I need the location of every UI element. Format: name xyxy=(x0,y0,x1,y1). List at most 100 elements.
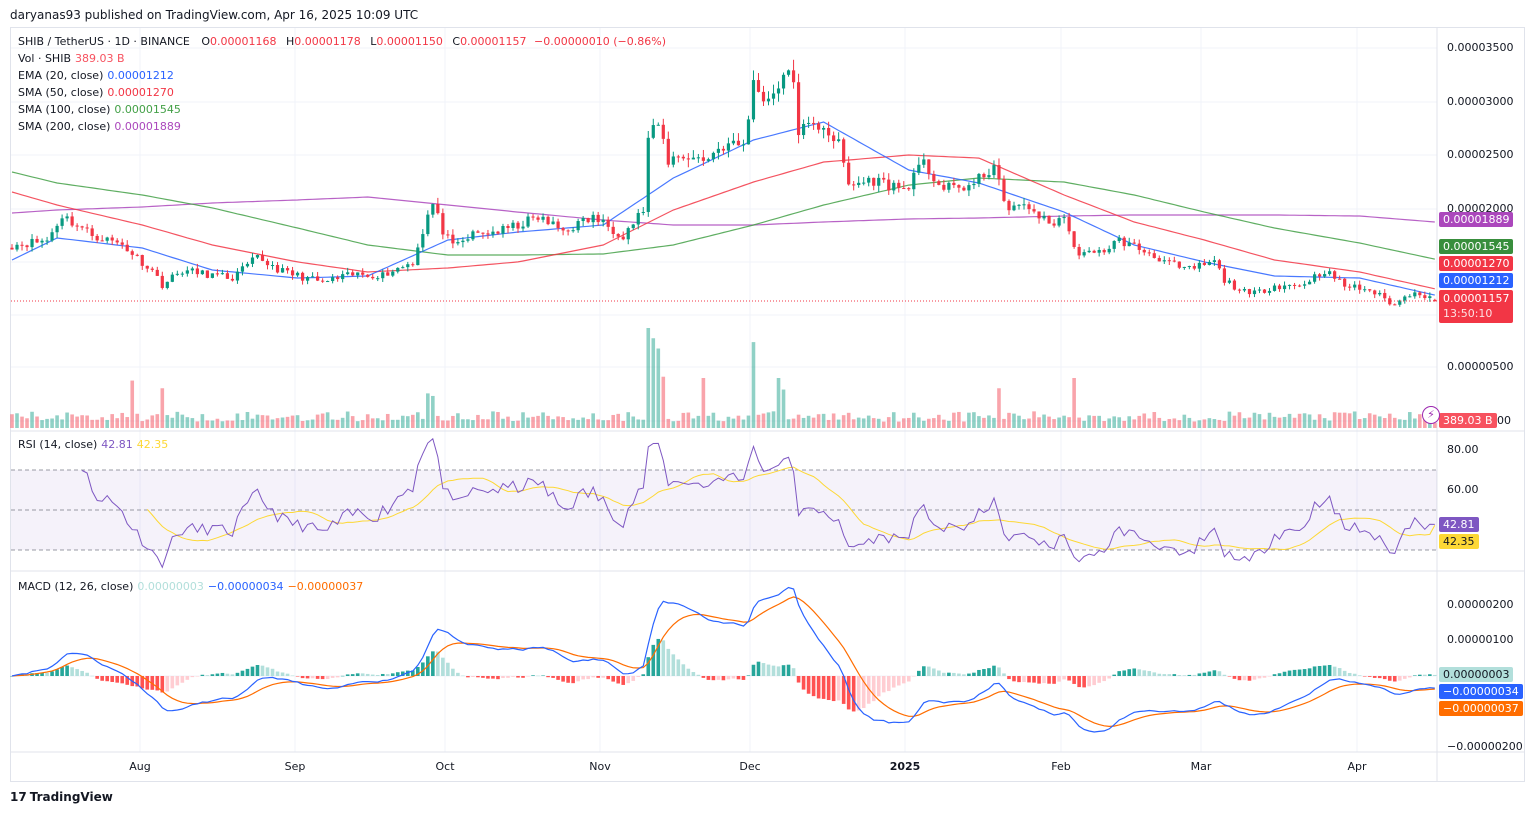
volume-bar xyxy=(10,414,14,428)
macd-histogram-bar xyxy=(626,676,631,684)
volume-bar xyxy=(220,421,225,428)
volume-bar xyxy=(240,420,245,428)
rsi-tick: 80.00 xyxy=(1447,443,1479,456)
macd-histogram-bar xyxy=(1322,665,1327,676)
candle-body xyxy=(85,227,89,229)
candle-body xyxy=(536,217,540,220)
macd-histogram-bar xyxy=(977,669,981,676)
macd-histogram-bar xyxy=(300,676,305,679)
candle-body xyxy=(295,272,300,276)
macd-histogram-bar xyxy=(896,676,901,686)
macd-histogram-bar xyxy=(1387,676,1392,681)
macd-histogram-bar xyxy=(1277,673,1282,676)
sma100-legend[interactable]: SMA (100, close) 0.00001545 xyxy=(18,103,181,116)
macd-histogram-bar xyxy=(1212,670,1217,676)
volume-bar xyxy=(1207,418,1212,428)
candle-body xyxy=(225,273,230,279)
candle-body xyxy=(892,182,896,191)
candle-body xyxy=(822,127,826,130)
sma100-line xyxy=(11,171,1435,260)
macd-histogram-bar xyxy=(786,664,791,676)
candle-body xyxy=(1307,281,1312,285)
volume-bar xyxy=(962,421,966,428)
sma200-legend[interactable]: SMA (200, close) 0.00001889 xyxy=(18,120,181,133)
candle-body xyxy=(235,271,240,281)
volume-bar xyxy=(551,419,555,428)
volume-bar xyxy=(521,412,525,428)
candle-body xyxy=(1157,257,1161,262)
volume-bar xyxy=(431,395,435,428)
macd-histogram-bar xyxy=(932,668,936,676)
candle-body xyxy=(386,272,390,276)
macd-histogram-bar xyxy=(856,676,861,711)
volume-bar xyxy=(511,420,515,428)
volume-bar xyxy=(280,417,285,428)
macd-histogram-bar xyxy=(1413,675,1417,676)
lightning-icon[interactable]: ⚡ xyxy=(1422,406,1440,424)
volume-legend[interactable]: Vol · SHIB 389.03 B xyxy=(18,52,125,65)
macd-histogram-bar xyxy=(791,668,796,676)
candle-body xyxy=(215,273,220,275)
volume-bar xyxy=(621,420,626,428)
candle-body xyxy=(341,274,345,280)
volume-bar xyxy=(1372,414,1377,428)
volume-bar xyxy=(95,419,99,428)
macd-histogram-bar xyxy=(741,676,746,680)
candle-body xyxy=(311,276,315,278)
macd-histogram-bar xyxy=(375,674,380,676)
volume-bar xyxy=(796,414,801,428)
ema20-legend[interactable]: EMA (20, close) 0.00001212 xyxy=(18,69,174,82)
rsi-ma-value: 42.35 xyxy=(136,438,169,451)
volume-bar xyxy=(1037,417,1041,428)
tradingview-logo[interactable]: 17 TradingView xyxy=(10,790,113,804)
sma50-label: SMA (50, close) xyxy=(18,86,104,99)
macd-histogram-bar xyxy=(1287,670,1292,676)
volume-bar xyxy=(235,413,240,428)
candle-body xyxy=(1012,205,1016,211)
candle-body xyxy=(1328,271,1332,275)
candle-body xyxy=(967,185,971,191)
volume-bar xyxy=(1217,419,1222,428)
candle-body xyxy=(731,140,736,144)
candle-body xyxy=(1197,262,1201,269)
candle-body xyxy=(15,244,19,250)
sma50-legend[interactable]: SMA (50, close) 0.00001270 xyxy=(18,86,174,99)
macd-histogram-bar xyxy=(1147,671,1152,676)
volume-bar xyxy=(566,420,570,428)
volume-bar xyxy=(150,415,155,428)
candle-body xyxy=(556,221,560,229)
candle-body xyxy=(125,244,129,252)
macd-histogram-bar xyxy=(1187,674,1192,676)
last-price-tag: 0.00001157 13:50:10 xyxy=(1439,290,1514,323)
chart-frame xyxy=(10,27,1525,782)
candle-body xyxy=(1318,274,1322,277)
volume-bar xyxy=(906,417,911,428)
candle-body xyxy=(346,272,350,275)
candle-body xyxy=(1032,209,1036,212)
macd-histogram-bar xyxy=(906,676,911,682)
symbol-title[interactable]: SHIB / TetherUS · 1D · BINANCE xyxy=(18,35,190,48)
volume-bar xyxy=(841,415,846,428)
rsi-line xyxy=(81,437,1435,569)
macd-histogram-bar xyxy=(601,676,605,678)
rsi-legend[interactable]: RSI (14, close) 42.81 42.35 xyxy=(18,438,168,451)
candle-body xyxy=(601,219,605,223)
volume-bar xyxy=(516,420,520,428)
candle-body xyxy=(932,174,936,182)
macd-legend[interactable]: MACD (12, 26, close) 0.00000003 −0.0000003… xyxy=(18,580,363,593)
macd-histogram-bar xyxy=(1002,673,1006,676)
volume-bar xyxy=(1102,421,1106,428)
volume-bar xyxy=(952,412,956,428)
price-tick: 0.00003500 xyxy=(1447,41,1514,54)
volume-bar xyxy=(927,418,931,428)
macd-histogram-bar xyxy=(937,670,941,676)
volume-bar xyxy=(836,419,841,428)
price-tick: 0.00002000 xyxy=(1447,202,1514,215)
candle-body xyxy=(240,266,245,272)
macd-histogram-bar xyxy=(1267,676,1272,677)
candle-body xyxy=(140,255,144,266)
candle-body xyxy=(441,213,445,235)
candle-body xyxy=(907,188,911,190)
macd-histogram-bar xyxy=(456,672,460,676)
